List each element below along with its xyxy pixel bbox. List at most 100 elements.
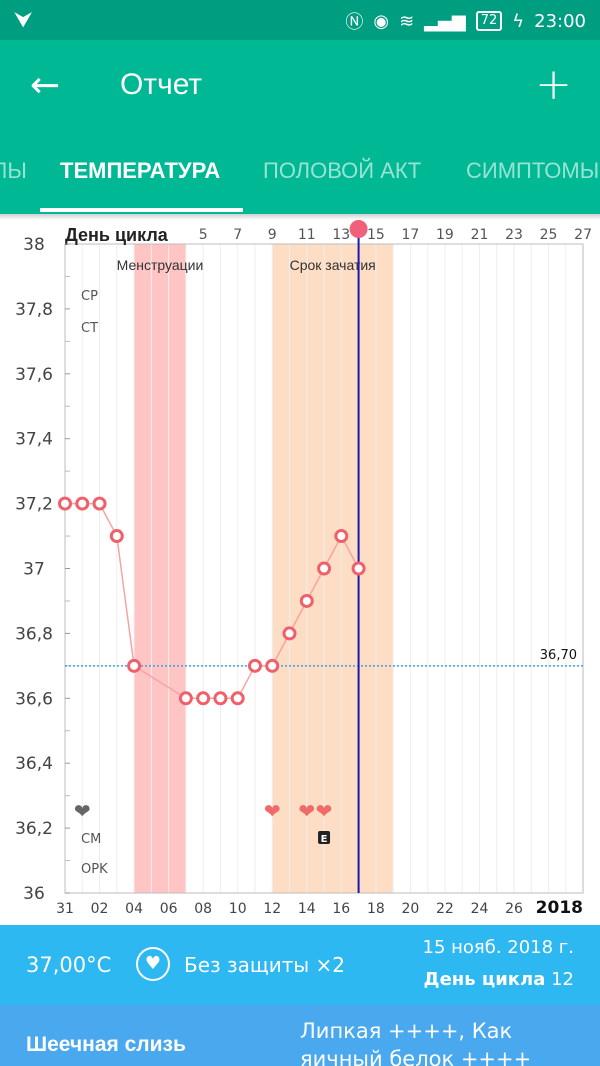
band-0 — [134, 244, 186, 893]
cycle-day-tick: 13 — [332, 227, 350, 243]
cycle-day-tick: 27 — [574, 227, 592, 243]
band-label-1: Срок зачатия — [290, 257, 376, 273]
cycle-day-label: День цикла — [423, 969, 546, 990]
heart-icon: ❤ — [74, 799, 91, 823]
cycle-day-tick: 19 — [436, 227, 454, 243]
tab-bar: ЦИКЛЫ ТЕМПЕРАТУРА ПОЛОВОЙ АКТ СИМПТОМЫ — [0, 136, 600, 214]
band-1 — [272, 244, 394, 893]
cm-mark-label: E — [321, 834, 328, 845]
temperature-point — [230, 691, 245, 706]
cycle-day-tick: 15 — [367, 227, 385, 243]
cervical-mucus-value-line2: яичный белок ++++ — [300, 1047, 532, 1066]
heart-icon: ❤ — [298, 799, 315, 823]
date-tick: 24 — [471, 901, 489, 917]
download-notification-icon: ⮟ — [14, 8, 33, 33]
protection-status: Без защиты ×2 — [184, 953, 346, 977]
y-tick-label: 36,4 — [15, 754, 53, 774]
cycle-day-tick: 5 — [199, 227, 208, 243]
temperature-point — [178, 691, 193, 706]
temperature-line — [65, 502, 360, 700]
temperature-point — [317, 561, 332, 576]
temperature-point — [334, 529, 349, 544]
date-tick: 06 — [160, 901, 178, 917]
temperature-point — [282, 626, 297, 641]
day-info-bar[interactable]: 37,00°C ♥ Без защиты ×2 15 нояб. 2018 г.… — [0, 925, 600, 1005]
y-tick-label: 37,2 — [15, 495, 53, 515]
temperature-point — [75, 496, 90, 511]
tab-symptoms[interactable]: СИМПТОМЫ — [466, 158, 600, 183]
band-label-0: Менструации — [117, 257, 204, 273]
cervical-mucus-value-line1: Липкая ++++, Как — [300, 1019, 513, 1043]
temperature-point — [92, 496, 107, 511]
year-label: 2018 — [536, 898, 583, 918]
selected-date: 15 нояб. 2018 г. — [422, 937, 575, 958]
temperature-chart[interactable]: Менструации Срок зачатия День цикла 5 7 9 11 13… — [0, 220, 600, 925]
y-tick-label: 37,4 — [15, 430, 53, 450]
y-tick-label: 37 — [23, 560, 45, 580]
coverline-label: 36,70 — [540, 648, 577, 663]
date-tick: 26 — [505, 901, 523, 917]
y-tick-label: 36,6 — [15, 689, 53, 709]
tab-temperature[interactable]: ТЕМПЕРАТУРА — [60, 158, 221, 183]
date-tick: 10 — [229, 901, 247, 917]
date-tick: 02 — [91, 901, 109, 917]
temperature-point — [196, 691, 211, 706]
cervical-mucus-label: Шеечная слизь — [26, 1033, 186, 1056]
temperature-point — [351, 561, 366, 576]
heart-icon: ❤ — [316, 799, 333, 823]
clock: 23:00 — [534, 10, 586, 32]
date-tick: 08 — [194, 901, 212, 917]
battery-indicator: 72 — [475, 11, 503, 31]
nfc-icon: Ⓝ — [345, 12, 364, 33]
cycle-day-tick: 17 — [401, 227, 419, 243]
cycle-day-number: 12 — [551, 969, 574, 990]
temperature-point — [213, 691, 228, 706]
status-bar: ⮟ Ⓝ ◉ ≋ ▂▄▆ 72 ϟ 23:00 — [0, 0, 600, 40]
date-tick: 20 — [401, 901, 419, 917]
row-label-ct: CT — [81, 321, 98, 336]
tab-indicator — [40, 208, 243, 212]
temperature-point — [109, 529, 124, 544]
cycle-day-tick: 25 — [540, 227, 558, 243]
y-tick-label: 37,8 — [15, 300, 53, 320]
cycle-day-tick: 23 — [505, 227, 523, 243]
y-tick-label: 36,2 — [15, 819, 53, 839]
row-label-cm: CM — [81, 832, 101, 847]
plus-icon[interactable]: + — [535, 59, 572, 110]
row-label-cp: CP — [81, 289, 98, 304]
cycle-day-tick: 11 — [298, 227, 316, 243]
heart-icon: ♥ — [136, 947, 170, 981]
page-title: Отчет — [120, 68, 203, 101]
date-tick: 14 — [298, 901, 316, 917]
temperature-point — [265, 658, 280, 673]
date-tick: 18 — [367, 901, 385, 917]
cycle-day-tick: 7 — [233, 227, 242, 243]
signal-icon: ▂▄▆ — [424, 10, 466, 32]
row-label-opk: OPK — [81, 862, 108, 877]
tab-cycles[interactable]: ЦИКЛЫ — [0, 158, 27, 183]
charging-icon: ϟ — [512, 10, 525, 32]
cervical-mucus-value: Липкая ++++, Как яичный белок ++++ — [300, 1017, 531, 1066]
arrow-left-icon[interactable]: ← — [30, 65, 61, 106]
cycle-day-tick: 9 — [268, 227, 277, 243]
cervical-mucus-row[interactable]: Шеечная слизь Липкая ++++, Как яичный бе… — [0, 1005, 600, 1066]
y-tick-label: 37,6 — [15, 365, 53, 385]
eye-icon: ◉ — [373, 10, 390, 32]
y-tick-label: 36,8 — [15, 624, 53, 644]
tab-intercourse[interactable]: ПОЛОВОЙ АКТ — [263, 158, 422, 183]
y-tick-label: 38 — [23, 235, 45, 255]
date-tick: 16 — [332, 901, 350, 917]
wifi-icon: ≋ — [399, 10, 415, 32]
cm-mark-box — [318, 831, 331, 844]
date-tick: 22 — [436, 901, 454, 917]
cycle-day-axis-title: День цикла — [65, 225, 169, 245]
y-tick-label: 36 — [23, 884, 45, 904]
temperature-point — [58, 496, 72, 511]
date-tick: 31 — [56, 901, 74, 917]
temperature-point — [247, 658, 262, 673]
app-bar: ← Отчет + — [0, 40, 600, 136]
temperature-point — [299, 593, 314, 608]
temperature-value: 37,00°C — [26, 953, 112, 977]
status-icons: Ⓝ ◉ ≋ ▂▄▆ 72 ϟ 23:00 — [345, 8, 586, 34]
cycle-day-tick: 21 — [471, 227, 489, 243]
